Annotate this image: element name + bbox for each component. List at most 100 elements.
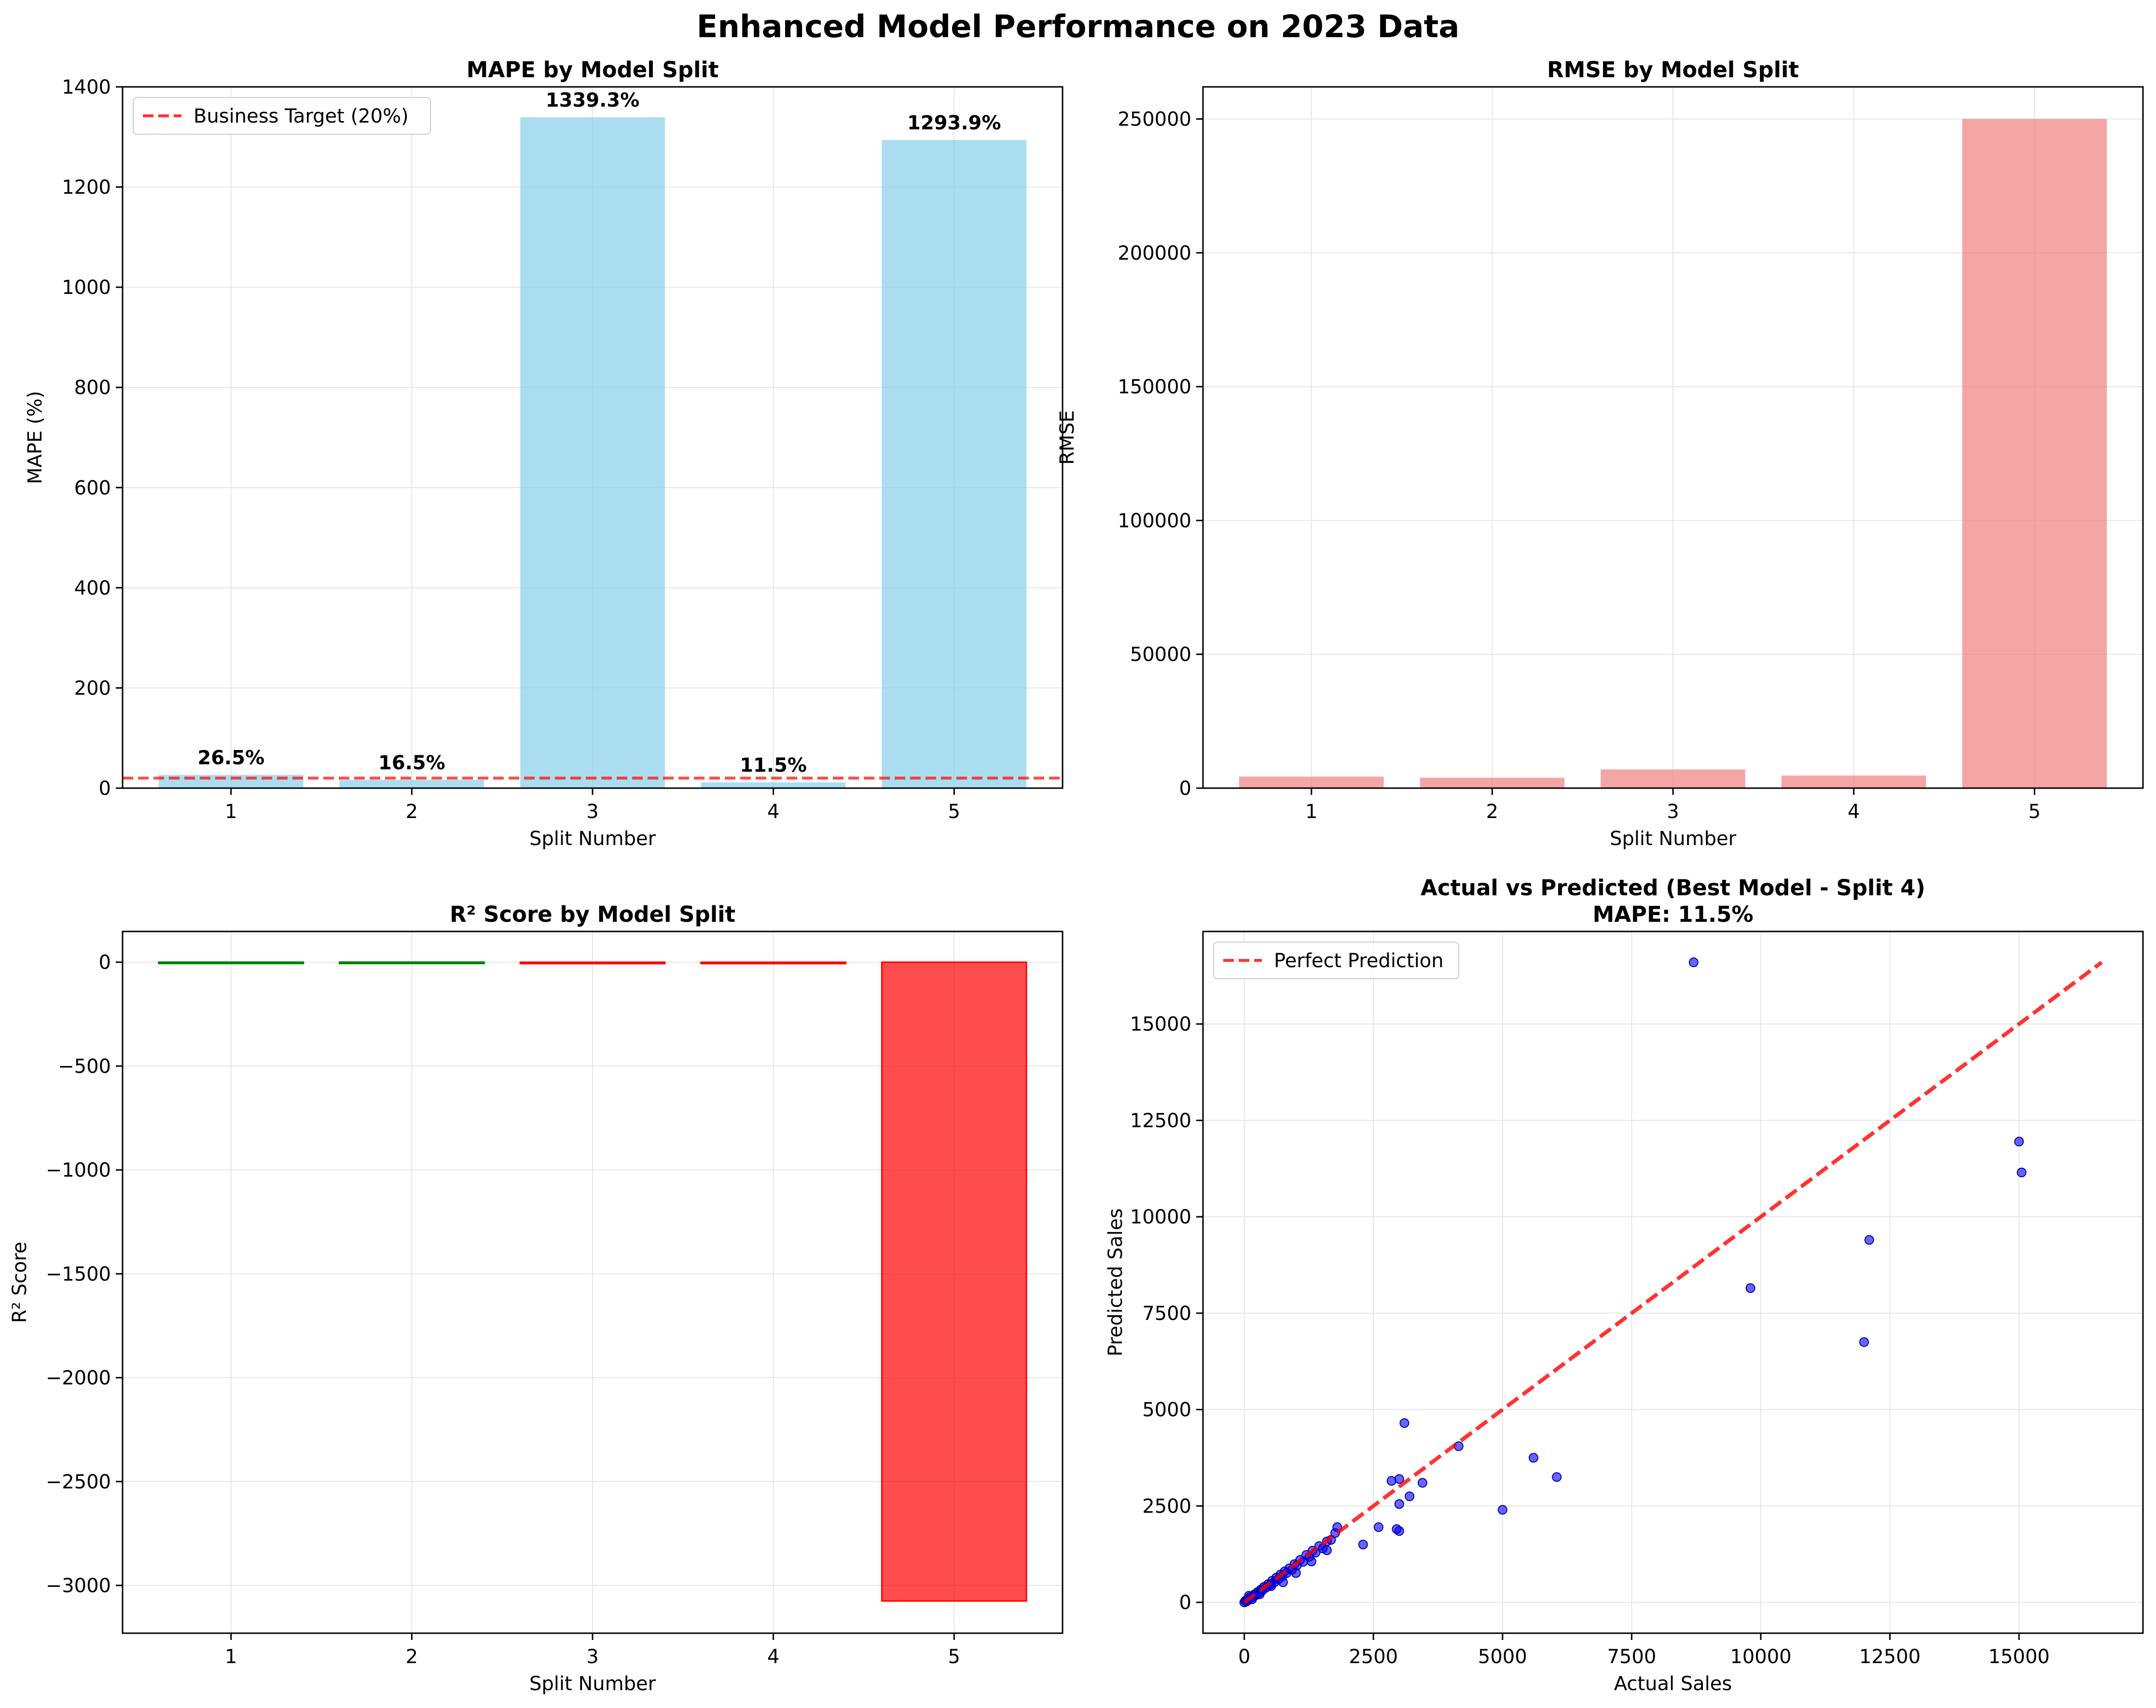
bar-split-1 [1239, 777, 1384, 788]
y-tick-label: −2000 [46, 1367, 111, 1389]
x-tick-label: 3 [586, 801, 598, 823]
x-tick-label: 0 [1238, 1646, 1250, 1668]
y-tick-label: 200000 [1118, 242, 1191, 264]
scatter-point [1358, 1540, 1368, 1550]
bar-split-4 [700, 961, 846, 965]
scatter-point [1399, 1418, 1410, 1428]
scatter-point [1255, 1589, 1265, 1599]
scatter-point [1688, 957, 1699, 967]
scatter-point [1864, 1235, 1874, 1245]
scatter-point [1529, 1453, 1539, 1463]
y-tick-label: 50000 [1130, 644, 1191, 666]
bar-data-label: 1339.3% [546, 89, 639, 111]
y-tick-label: 400 [74, 577, 111, 599]
bar-split-1 [158, 961, 304, 964]
y-tick-label: 150000 [1118, 376, 1191, 398]
x-tick-label: 3 [586, 1646, 598, 1668]
y-tick-label: 12500 [1130, 1110, 1191, 1132]
x-tick-label: 5000 [1478, 1646, 1527, 1668]
legend-label: Perfect Prediction [1274, 950, 1444, 972]
bar-split-5 [881, 961, 1027, 1602]
chart-panel-1: 26.5% 16.5% 1339.3% 11.5% 1293.9% 1 2 3 4 5 0 200 40… [24, 57, 1064, 850]
y-tick-label: 200 [74, 677, 111, 699]
y-tick-label: −2500 [46, 1471, 111, 1493]
scatter-point [1322, 1545, 1332, 1555]
y-tick-label: 1000 [62, 277, 111, 299]
y-tick-label: 5000 [1142, 1399, 1191, 1421]
y-tick-label: 0 [1179, 778, 1191, 800]
legend-box [133, 97, 431, 135]
chart-subtitle: MAPE: 11.5% [1592, 902, 1753, 927]
bar-split-3 [519, 961, 666, 965]
y-axis-label: Predicted Sales [1105, 1208, 1127, 1357]
scatter-point [1394, 1474, 1404, 1484]
y-tick-label: −1000 [46, 1159, 111, 1181]
y-tick-label: 250000 [1118, 109, 1191, 131]
x-axis-label: Split Number [529, 828, 656, 850]
scatter-point [1417, 1478, 1427, 1488]
y-tick-label: −1500 [46, 1263, 111, 1285]
scatter-point [1306, 1556, 1316, 1567]
chart-panel-2: 1 2 3 4 5 0 50000 100000 150000 200000 250000 Split… [1056, 57, 2144, 850]
chart-title: MAPE by Model Split [467, 57, 719, 83]
y-tick-label: 1200 [62, 177, 111, 199]
bar-split-2 [339, 961, 485, 964]
x-tick-label: 12500 [1859, 1646, 1921, 1668]
x-tick-label: 2500 [1349, 1646, 1398, 1668]
y-tick-label: 7500 [1142, 1303, 1191, 1325]
bar-split-5 [1962, 119, 2107, 789]
scatter-point [1745, 1283, 1755, 1293]
bar-data-label: 26.5% [197, 747, 264, 769]
bar-split-2 [1420, 778, 1565, 788]
x-tick-label: 15000 [1988, 1646, 2049, 1668]
y-axis-label: RMSE [1056, 410, 1078, 465]
legend-label: Business Target (20%) [193, 105, 409, 127]
figure-title: Enhanced Model Performance on 2023 Data [697, 9, 1460, 45]
x-tick-label: 7500 [1607, 1646, 1656, 1668]
chart-panel-4: 0 2500 5000 7500 10000 12500 15000 0 2500 5000 750… [1105, 875, 2144, 1695]
bar-split-2 [339, 779, 484, 788]
x-tick-label: 1 [225, 1646, 237, 1668]
x-tick-label: 3 [1667, 801, 1679, 823]
perfect-prediction-line [1243, 960, 2103, 1604]
x-tick-label: 4 [767, 1646, 779, 1668]
scatter-point [1859, 1337, 1869, 1347]
scatter-point [1552, 1472, 1562, 1482]
chart-panels: 26.5% 16.5%1339.3%11.5%1293.9%1 2 3 4 5020040… [9, 57, 2144, 1695]
x-tick-label: 4 [767, 801, 779, 823]
x-tick-label: 5 [948, 1646, 960, 1668]
x-tick-label: 1 [225, 801, 237, 823]
y-tick-label: 0 [99, 778, 111, 800]
y-axis-label: R² Score [9, 1242, 31, 1323]
chart-panel-3: 1 2 3 4 5 0 −500 −1000 −1500 −2000 −2500 −3000 Split… [9, 902, 1064, 1695]
chart-title: R² Score by Model Split [450, 902, 735, 927]
bar-split-5 [882, 140, 1027, 788]
x-tick-label: 4 [1848, 801, 1860, 823]
scatter-point [1386, 1476, 1396, 1486]
bar-split-4 [701, 782, 846, 788]
y-tick-label: −500 [58, 1055, 111, 1078]
scatter-point [2014, 1137, 2024, 1147]
x-tick-label: 5 [2029, 801, 2041, 823]
x-tick-label: 1 [1305, 801, 1317, 823]
y-tick-label: 0 [1179, 1592, 1191, 1614]
x-tick-label: 10000 [1730, 1646, 1791, 1668]
x-tick-label: 2 [1486, 801, 1498, 823]
x-axis-label: Split Number [529, 1673, 656, 1695]
scatter-point [1394, 1499, 1404, 1509]
bar-split-4 [1781, 775, 1926, 788]
x-tick-label: 2 [406, 801, 418, 823]
y-tick-label: −3000 [46, 1575, 111, 1597]
bar-split-3 [1601, 769, 1745, 788]
y-tick-label: 2500 [1142, 1495, 1191, 1517]
scatter-point [2017, 1167, 2027, 1178]
scatter-point [1278, 1577, 1288, 1587]
x-tick-label: 5 [948, 801, 960, 823]
scatter-point [1373, 1522, 1383, 1532]
legend: Business Target (20%) [133, 97, 431, 135]
bar-data-label: 11.5% [740, 754, 807, 777]
scatter-point [1497, 1505, 1507, 1515]
y-tick-label: 100000 [1118, 510, 1191, 532]
